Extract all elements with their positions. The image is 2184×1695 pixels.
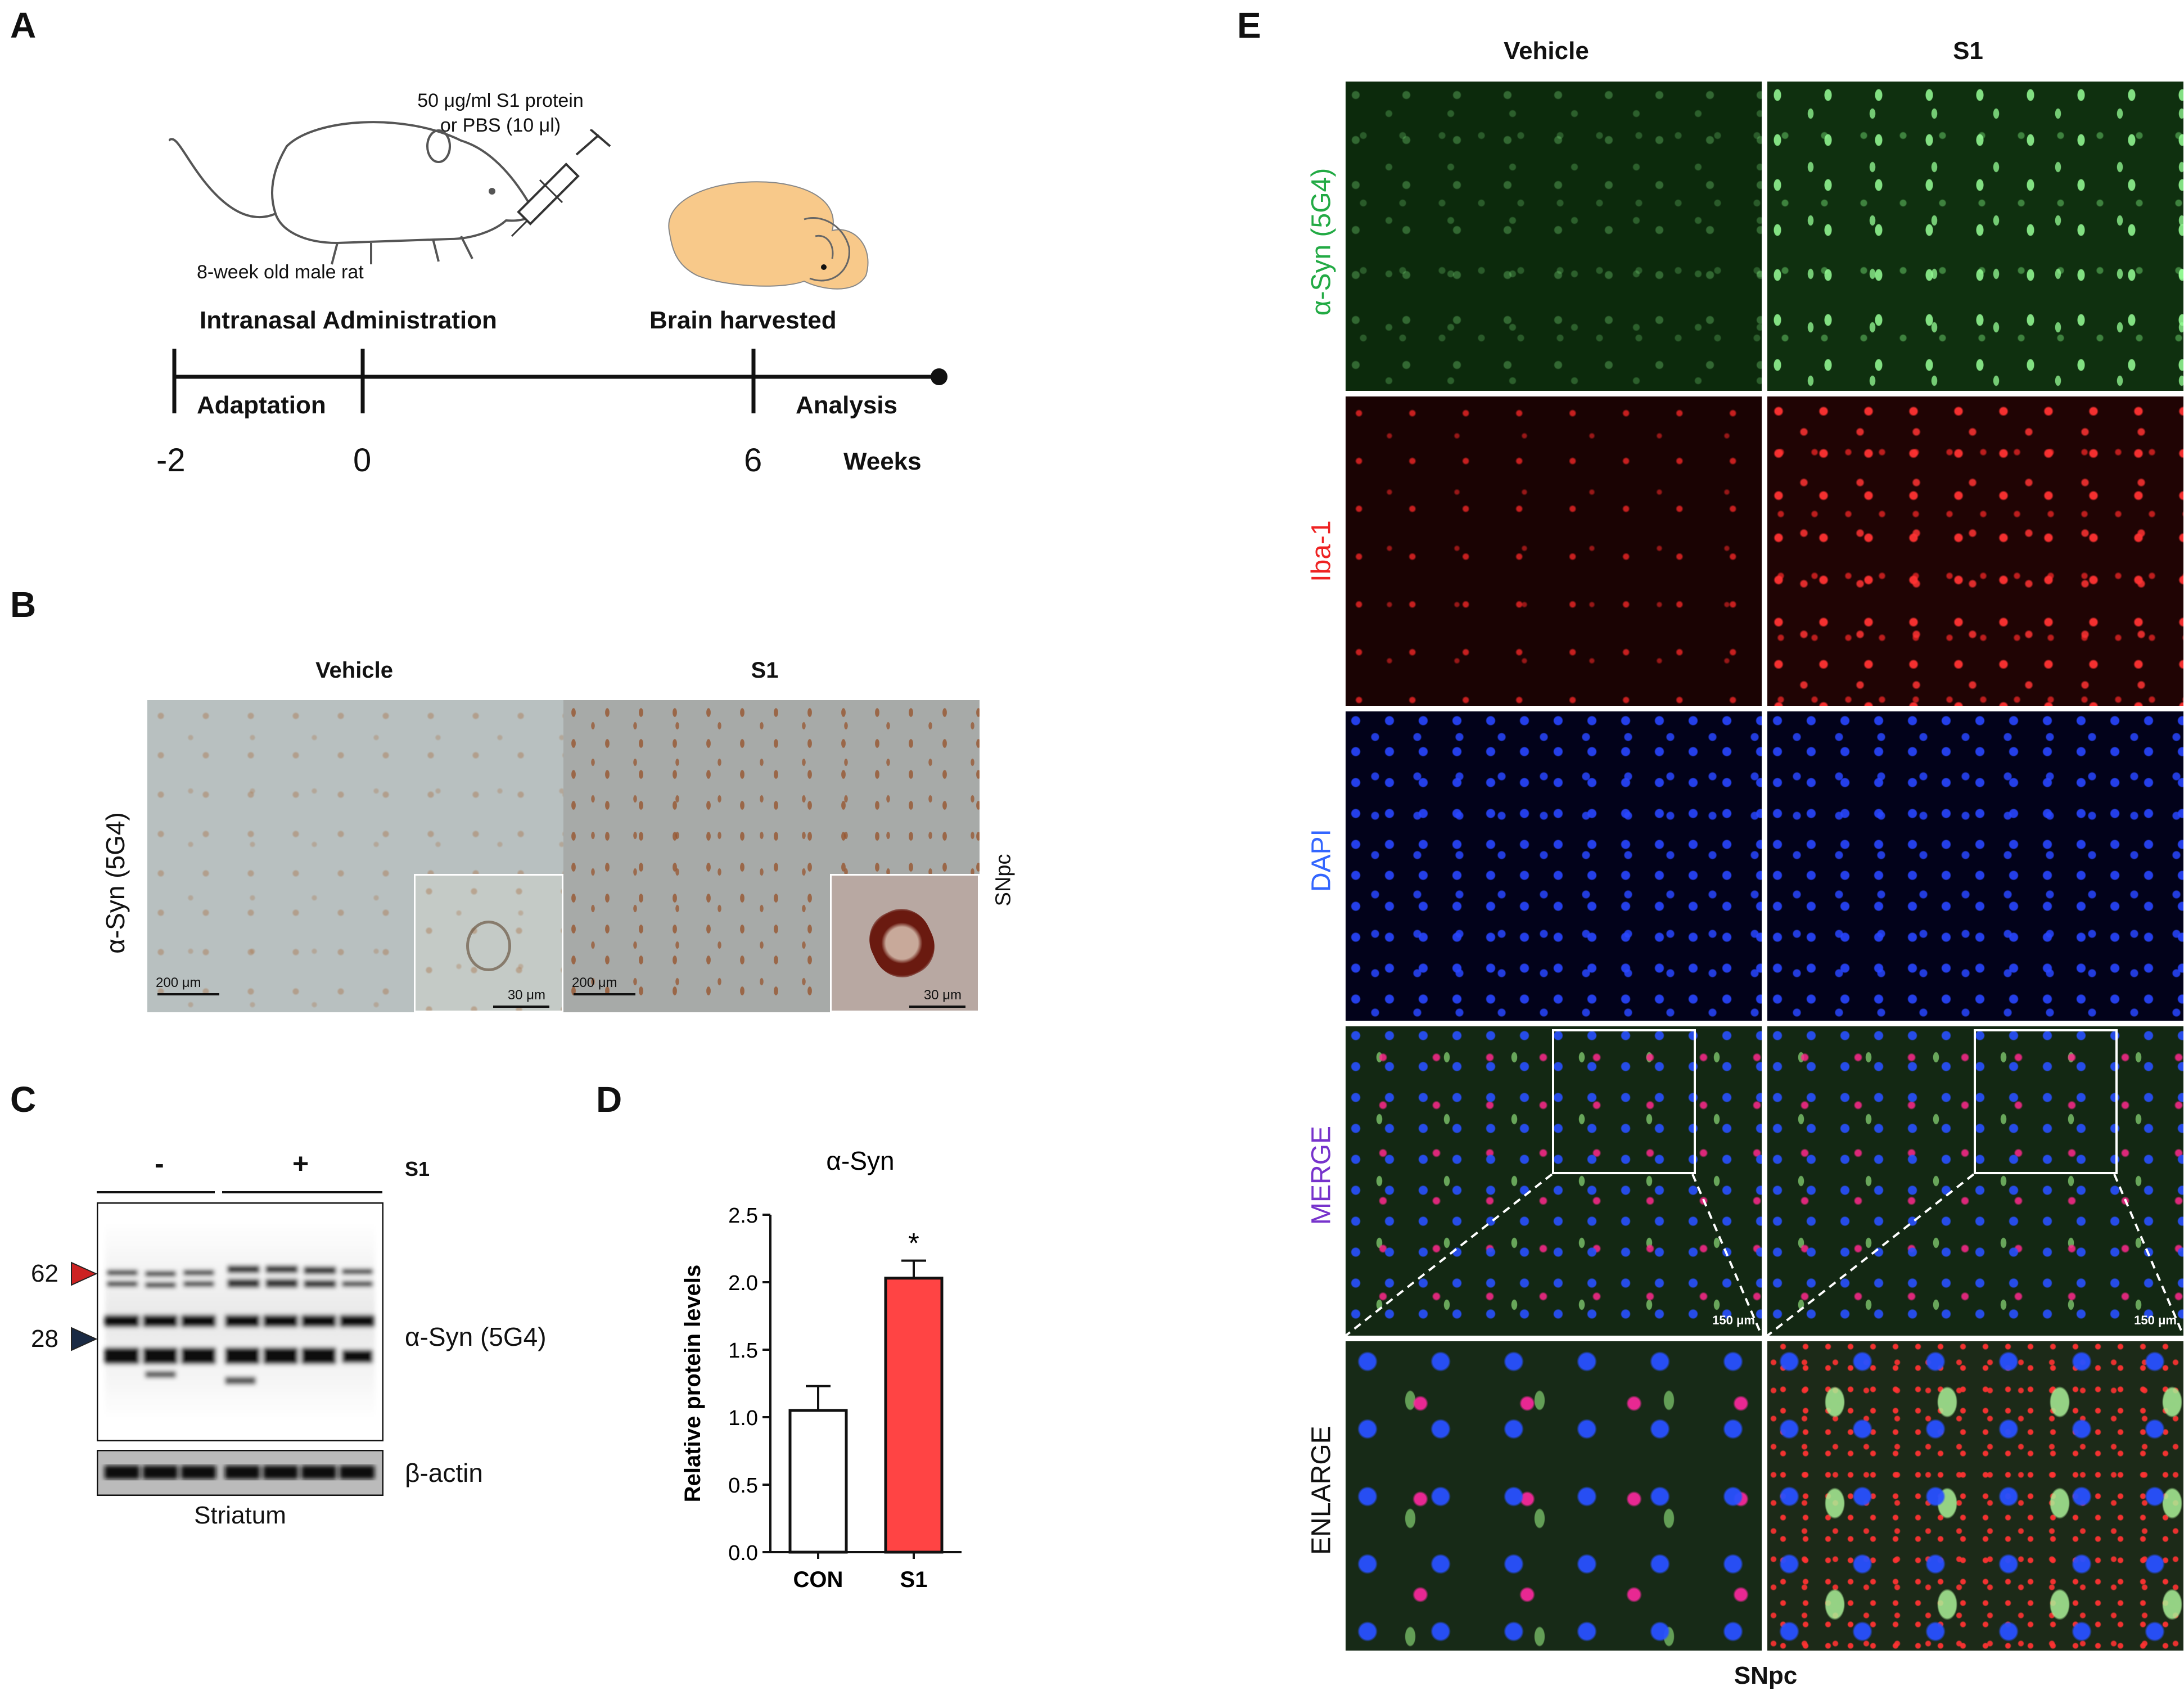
brain-illustration bbox=[668, 181, 869, 290]
e-row-merge-label: MERGE bbox=[1306, 1125, 1337, 1225]
c-actin-blot bbox=[97, 1450, 383, 1496]
e-s1-label: S1 bbox=[1953, 37, 1983, 65]
b-inset-scale-bar bbox=[493, 1006, 549, 1008]
e-s1-scale-text: 150 μm bbox=[2134, 1313, 2177, 1327]
d-significance-star: * bbox=[908, 1228, 919, 1259]
b-scale-text: 200 μm bbox=[156, 975, 201, 990]
panel-letter-d: D bbox=[596, 1079, 622, 1120]
admin-label: Intranasal Administration bbox=[200, 306, 497, 334]
weeks-label: Weeks bbox=[843, 448, 922, 475]
analysis-label: Analysis bbox=[796, 391, 897, 419]
b-stain-label: α-Syn (5G4) bbox=[101, 812, 130, 954]
e-vehicle-enlarge-image bbox=[1346, 1341, 1762, 1651]
d-y-tick-label: 2.0 bbox=[728, 1272, 758, 1295]
c-red-arrowhead-icon bbox=[71, 1261, 98, 1286]
e-s1-dapi-image bbox=[1767, 711, 2183, 1021]
c-mw-28: 28 bbox=[31, 1325, 58, 1353]
d-y-tick-label: 0.5 bbox=[728, 1474, 758, 1498]
e-vehicle-asyn-image bbox=[1346, 82, 1762, 391]
d-x-tick-label: CON bbox=[793, 1567, 843, 1592]
syringe-icon bbox=[511, 129, 611, 237]
b-vehicle-inset bbox=[414, 874, 563, 1012]
b-region-label: SNpc bbox=[991, 854, 1016, 907]
panel-letter-c: C bbox=[10, 1079, 37, 1120]
c-minus-line bbox=[97, 1191, 215, 1193]
d-bar-chart: α-Syn 0.0 0.5 1.0 1.5 2.0 2.5 Relative protein … bbox=[680, 1146, 962, 1592]
dose-label-2: or PBS (10 μl) bbox=[440, 115, 561, 136]
e-vehicle-dapi-image bbox=[1346, 711, 1762, 1021]
e-vehicle-roi-box bbox=[1552, 1029, 1696, 1174]
e-s1-iba-image bbox=[1767, 396, 2183, 706]
d-y-tick-label: 0.0 bbox=[728, 1541, 758, 1565]
b-s1-image: 200 μm 30 μm bbox=[563, 700, 980, 1012]
d-chart-title: α-Syn bbox=[826, 1146, 894, 1175]
e-region-label: SNpc bbox=[1734, 1662, 1798, 1689]
e-row-iba-label: Iba-1 bbox=[1306, 520, 1337, 582]
dose-label-1: 50 μg/ml S1 protein bbox=[417, 90, 584, 111]
e-s1-asyn-image bbox=[1767, 82, 2183, 391]
e-s1-merge-image: 150 μm bbox=[1767, 1026, 2183, 1336]
c-plus-line bbox=[222, 1191, 382, 1193]
c-western-blot bbox=[97, 1202, 383, 1441]
e-vehicle-iba-image bbox=[1346, 396, 1762, 706]
b-s1-label: S1 bbox=[751, 658, 779, 683]
d-y-axis-label: Relative protein levels bbox=[680, 1265, 705, 1502]
e-row-enlarge-label: ENLARGE bbox=[1306, 1426, 1337, 1555]
b-scale-bar bbox=[157, 993, 219, 995]
c-actin-label: β-actin bbox=[405, 1458, 483, 1487]
b-s1-inset-scale-bar bbox=[909, 1006, 965, 1008]
d-bar-s1 bbox=[884, 1277, 944, 1554]
panel-letter-b: B bbox=[10, 584, 37, 625]
d-y-tick-label: 1.0 bbox=[728, 1407, 758, 1430]
c-tissue-label: Striatum bbox=[194, 1502, 286, 1529]
b-inset-scale-text: 30 μm bbox=[507, 988, 545, 1003]
time-minus2: -2 bbox=[156, 442, 186, 479]
e-vehicle-label: Vehicle bbox=[1504, 37, 1589, 65]
rat-illustration bbox=[169, 121, 534, 265]
e-vehicle-merge-image: 150 μm bbox=[1346, 1026, 1762, 1336]
c-s1-label: S1 bbox=[405, 1157, 430, 1180]
b-s1-scale-bar bbox=[574, 993, 635, 995]
e-row-asyn-label: α-Syn (5G4) bbox=[1306, 168, 1337, 316]
c-blue-arrowhead-icon bbox=[71, 1327, 98, 1351]
b-s1-inset bbox=[830, 874, 980, 1012]
e-s1-roi-box bbox=[1974, 1029, 2118, 1174]
time-6: 6 bbox=[744, 442, 762, 479]
e-row-dapi-label: DAPI bbox=[1306, 828, 1337, 892]
panel-letter-a: A bbox=[10, 5, 37, 46]
b-s1-inset-scale-text: 30 μm bbox=[923, 988, 962, 1003]
timeline bbox=[172, 349, 947, 413]
b-vehicle-image: 200 μm 30 μm bbox=[147, 700, 563, 1012]
c-mw-62: 62 bbox=[31, 1260, 58, 1287]
d-y-tick-label: 1.5 bbox=[728, 1339, 758, 1363]
panel-letter-e: E bbox=[1237, 5, 1261, 46]
brain-harvest-label: Brain harvested bbox=[649, 306, 837, 334]
d-x-tick-label: S1 bbox=[900, 1567, 928, 1592]
b-s1-scale-text: 200 μm bbox=[572, 975, 617, 990]
e-zoom-lines bbox=[1346, 1173, 2183, 1337]
e-s1-enlarge-image bbox=[1767, 1341, 2183, 1651]
adaptation-label: Adaptation bbox=[197, 391, 326, 419]
rat-label: 8-week old male rat bbox=[197, 262, 364, 283]
c-minus-label: - bbox=[155, 1148, 164, 1179]
b-vehicle-label: Vehicle bbox=[315, 658, 393, 683]
d-bar-con bbox=[788, 1409, 848, 1554]
e-vehicle-scale-text: 150 μm bbox=[1712, 1313, 1755, 1327]
time-0: 0 bbox=[353, 442, 372, 479]
c-plus-label: + bbox=[292, 1148, 309, 1179]
d-y-tick-label: 2.5 bbox=[728, 1204, 758, 1228]
c-blot-label: α-Syn (5G4) bbox=[405, 1322, 547, 1351]
